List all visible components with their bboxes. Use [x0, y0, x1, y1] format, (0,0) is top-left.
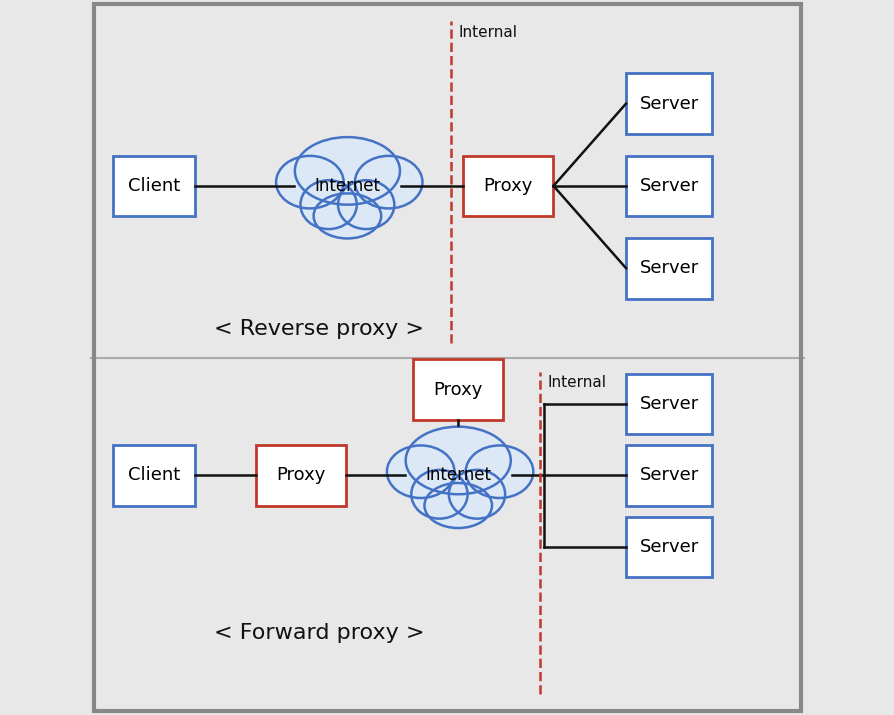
Ellipse shape [275, 156, 343, 209]
Ellipse shape [465, 445, 533, 498]
Text: Server: Server [639, 259, 698, 277]
Ellipse shape [300, 180, 357, 229]
FancyBboxPatch shape [625, 74, 712, 134]
Text: < Reverse proxy >: < Reverse proxy > [214, 319, 424, 339]
FancyBboxPatch shape [114, 445, 195, 506]
Ellipse shape [386, 445, 454, 498]
Ellipse shape [405, 427, 510, 494]
Ellipse shape [294, 137, 400, 204]
Text: Proxy: Proxy [483, 177, 532, 195]
FancyBboxPatch shape [625, 445, 712, 506]
Ellipse shape [313, 194, 381, 239]
Text: Internal: Internal [547, 375, 606, 390]
FancyBboxPatch shape [625, 516, 712, 578]
FancyBboxPatch shape [256, 445, 346, 506]
Text: Server: Server [639, 538, 698, 556]
Ellipse shape [338, 180, 394, 229]
Text: Proxy: Proxy [433, 380, 483, 399]
FancyBboxPatch shape [625, 237, 712, 299]
FancyBboxPatch shape [412, 359, 503, 420]
Text: Client: Client [128, 466, 181, 485]
Text: Proxy: Proxy [276, 466, 325, 485]
Text: < Forward proxy >: < Forward proxy > [214, 623, 424, 643]
Ellipse shape [411, 470, 467, 518]
Text: Server: Server [639, 177, 698, 195]
Text: Server: Server [639, 395, 698, 413]
Text: Internet: Internet [314, 177, 380, 195]
FancyBboxPatch shape [625, 156, 712, 216]
Ellipse shape [355, 156, 422, 209]
Ellipse shape [448, 470, 504, 518]
FancyBboxPatch shape [625, 373, 712, 435]
Text: Internal: Internal [458, 25, 517, 39]
Text: Server: Server [639, 466, 698, 485]
Ellipse shape [424, 483, 492, 528]
FancyBboxPatch shape [462, 156, 552, 216]
FancyBboxPatch shape [114, 156, 195, 216]
Text: Server: Server [639, 94, 698, 113]
Text: Client: Client [128, 177, 181, 195]
Text: Internet: Internet [425, 466, 491, 485]
